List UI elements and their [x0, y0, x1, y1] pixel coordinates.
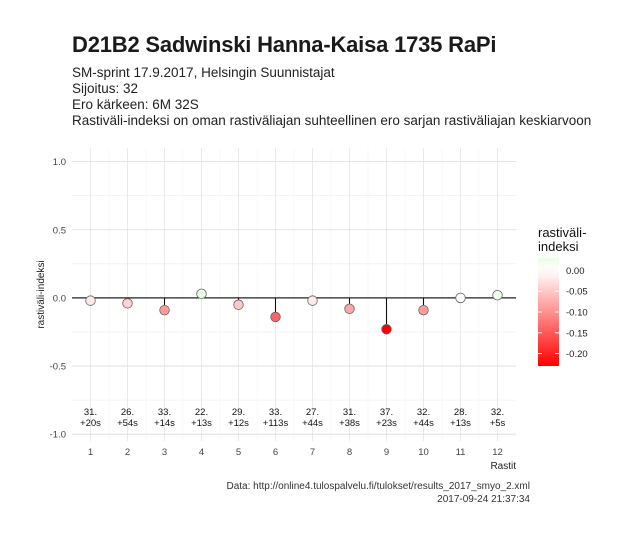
- legend-tick-label: -0.05: [566, 287, 588, 298]
- diff-label: +14s: [154, 418, 175, 429]
- diff-label: +5s: [490, 418, 506, 429]
- rank-label: 22.: [195, 407, 208, 418]
- diff-label: +38s: [339, 418, 360, 429]
- x-axis-label: Rastit: [490, 461, 516, 472]
- x-tick-label: 1: [88, 447, 93, 458]
- x-tick-label: 12: [492, 447, 503, 458]
- rank-label: 37.: [380, 407, 393, 418]
- subtitle-rank: Sijoitus: 32: [72, 81, 139, 96]
- y-tick-label: -1.0: [50, 430, 66, 441]
- data-point: [344, 303, 355, 315]
- rank-label: 28.: [454, 407, 467, 418]
- chart-title: D21B2 Sadwinski Hanna-Kaisa 1735 RaPi: [72, 32, 497, 57]
- y-tick-label: 1.0: [53, 157, 66, 168]
- diff-label: +44s: [413, 418, 434, 429]
- legend-tick-label: 0.00: [566, 266, 585, 277]
- rank-label: 32.: [491, 407, 504, 418]
- x-tick-label: 7: [310, 447, 315, 458]
- legend-title: rastiväli-: [538, 225, 586, 240]
- x-tick-label: 6: [273, 447, 278, 458]
- rank-label: 33.: [158, 407, 171, 418]
- data-point: [418, 304, 429, 316]
- data-point: [233, 299, 244, 310]
- subtitle-gap: Ero kärkeen: 6M 32S: [72, 97, 199, 112]
- rank-label: 33.: [269, 407, 282, 418]
- y-tick-label: -0.5: [50, 362, 66, 373]
- data-point: [492, 289, 503, 301]
- data-point: [270, 311, 281, 323]
- rank-label: 32.: [417, 407, 430, 418]
- x-tick-label: 5: [236, 447, 241, 458]
- subtitle-description: Rastiväli-indeksi on oman rastiväliajan …: [72, 113, 592, 128]
- x-tick-label: 3: [162, 447, 167, 458]
- rank-label: 27.: [306, 407, 319, 418]
- y-tick-label: 0.0: [53, 293, 66, 304]
- legend-title: indeksi: [538, 239, 579, 254]
- x-tick-label: 9: [384, 447, 389, 458]
- legend-tick-label: -0.15: [566, 328, 588, 339]
- diff-label: +20s: [80, 418, 101, 429]
- x-tick-label: 2: [125, 447, 130, 458]
- timestamp: 2017-09-24 21:37:34: [437, 494, 530, 505]
- x-tick-label: 10: [418, 447, 429, 458]
- diff-label: +113s: [263, 418, 289, 429]
- rank-label: 31.: [84, 407, 97, 418]
- data-source: Data: http://online4.tulospalvelu.fi/tul…: [226, 481, 530, 492]
- y-tick-label: 0.5: [53, 225, 66, 236]
- x-tick-label: 11: [456, 447, 466, 458]
- x-tick-label: 8: [347, 447, 352, 458]
- x-tick-label: 4: [199, 447, 204, 458]
- data-point: [159, 304, 170, 316]
- data-point: [122, 298, 133, 309]
- data-point: [455, 292, 466, 304]
- y-axis-label: rastiväli-indeksi: [36, 260, 47, 328]
- diff-label: +13s: [191, 418, 212, 429]
- data-point: [85, 295, 96, 306]
- rank-label: 26.: [121, 407, 134, 418]
- rank-label: 31.: [343, 407, 356, 418]
- diff-label: +12s: [228, 418, 249, 429]
- diff-label: +23s: [376, 418, 397, 429]
- legend-tick-label: -0.10: [566, 308, 588, 319]
- data-point: [381, 324, 392, 335]
- diff-label: +44s: [302, 418, 323, 429]
- rank-label: 29.: [232, 407, 245, 418]
- diff-label: +54s: [117, 418, 138, 429]
- legend-colorbar: [538, 258, 559, 366]
- diff-label: +13s: [450, 418, 471, 429]
- data-point: [196, 288, 207, 300]
- subtitle-event: SM-sprint 17.9.2017, Helsingin Suunnista…: [72, 65, 335, 80]
- legend-tick-label: -0.20: [566, 349, 588, 360]
- data-point: [307, 295, 318, 306]
